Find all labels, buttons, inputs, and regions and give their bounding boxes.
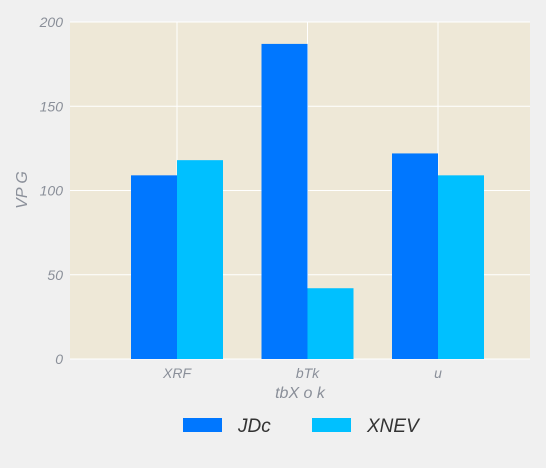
- y-tick-label: 200: [39, 14, 64, 30]
- y-tick-label: 150: [40, 98, 64, 114]
- y-tick-label: 0: [55, 351, 63, 367]
- legend-swatch: [312, 418, 351, 432]
- x-tick-label: XRF: [162, 365, 192, 381]
- bar-XNEV-u: [438, 175, 484, 359]
- y-axis-ticks: 0 50 100 150 200: [39, 14, 64, 367]
- y-axis-label: VP G: [14, 171, 31, 209]
- legend-swatch: [183, 418, 222, 432]
- legend-label: XNEV: [366, 416, 421, 437]
- x-axis-label: tbX o k: [275, 385, 326, 402]
- bar-XNEV-bTk: [307, 288, 354, 359]
- bar-XNEV-XRF: [177, 160, 223, 359]
- legend-label: JDc: [237, 416, 271, 437]
- x-tick-label: u: [434, 365, 442, 381]
- y-tick-label: 50: [47, 267, 63, 283]
- bar-JDc-u: [392, 153, 438, 359]
- x-tick-label: bTk: [296, 365, 320, 381]
- y-tick-label: 100: [40, 183, 64, 199]
- x-axis-ticks: XRF bTk u: [162, 365, 442, 381]
- bar-JDc-bTk: [261, 43, 308, 359]
- bar-JDc-XRF: [131, 175, 177, 359]
- bars: [131, 43, 484, 359]
- legend: JDc XNEV: [183, 416, 421, 437]
